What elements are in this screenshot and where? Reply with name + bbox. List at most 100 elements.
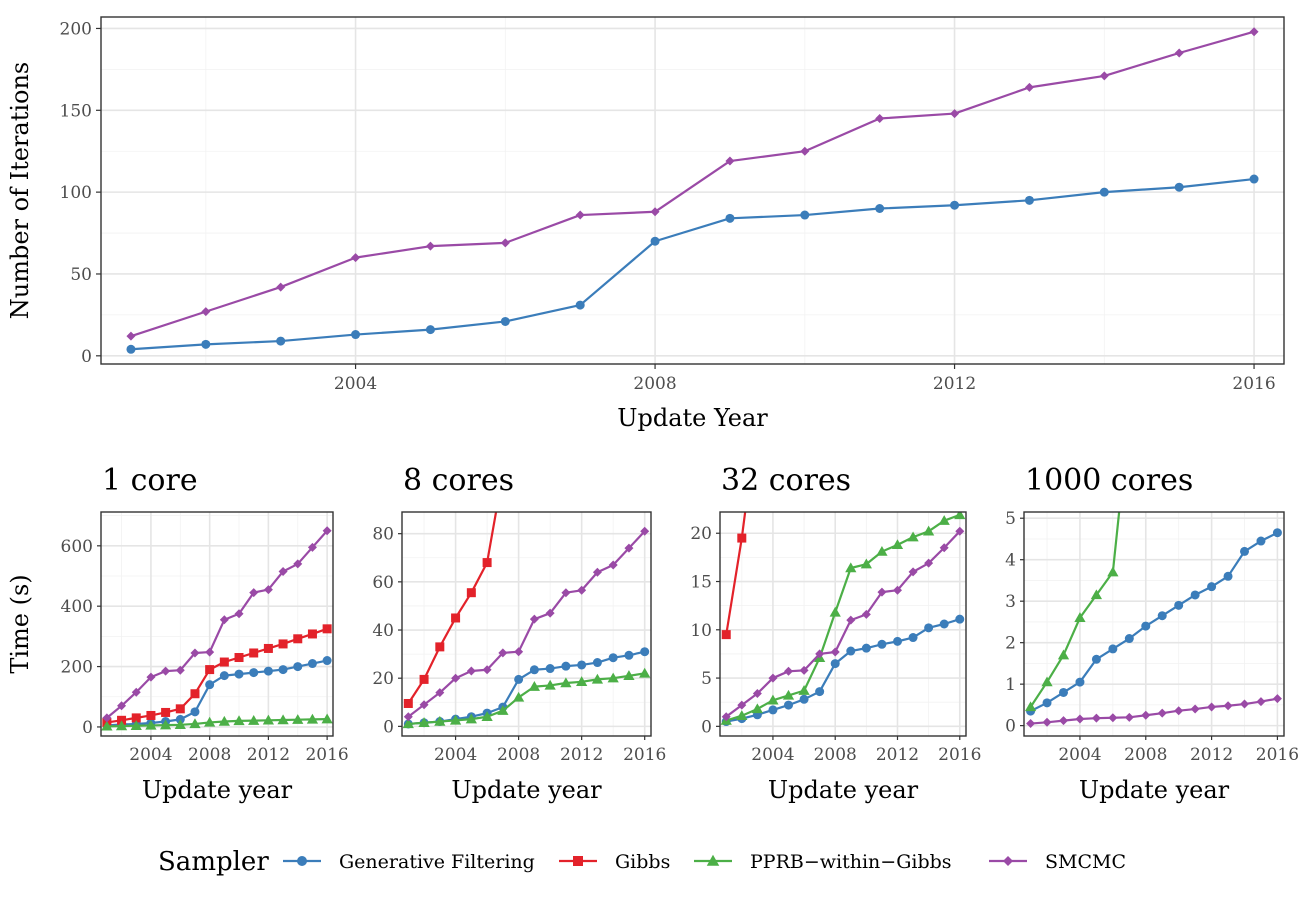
- data-point-smcmc: [877, 587, 887, 597]
- data-point-generative-filtering: [1256, 536, 1266, 546]
- grid: [101, 17, 1284, 364]
- legend-key-marker: [297, 856, 307, 866]
- data-point-generative-filtering: [293, 662, 303, 672]
- data-point-generative-filtering: [830, 659, 840, 669]
- data-point-gibbs: [146, 710, 156, 720]
- data-point-generative-filtering: [768, 705, 778, 715]
- data-point-smcmc: [514, 647, 524, 657]
- x-tick-label: 2004: [129, 745, 172, 765]
- data-point-pprb-within-gibbs: [402, 718, 414, 729]
- data-point-pprb-within-gibbs: [560, 677, 572, 688]
- data-point-smcmc: [249, 588, 259, 598]
- series-smcmc: [403, 526, 650, 722]
- y-tick-label: 0: [81, 347, 92, 367]
- data-point-gibbs: [466, 588, 476, 598]
- data-point-pprb-within-gibbs: [159, 719, 172, 730]
- series-smcmc: [1026, 694, 1282, 729]
- x-tick-label: 2008: [814, 745, 857, 765]
- legend-label: Gibbs: [615, 851, 670, 873]
- data-point-pprb-within-gibbs: [782, 689, 795, 700]
- legend-label: PPRB−within−Gibbs: [750, 851, 952, 873]
- data-point-smcmc: [482, 665, 492, 675]
- data-point-smcmc: [419, 700, 429, 710]
- series-gibbs: [102, 624, 332, 727]
- data-point-smcmc: [545, 608, 555, 618]
- series-smcmc: [126, 27, 1259, 341]
- legend-key-marker: [573, 856, 583, 866]
- data-point-pprb-within-gibbs: [544, 679, 556, 690]
- y-tick-label: 10: [690, 621, 712, 641]
- data-point-smcmc: [276, 282, 286, 292]
- x-tick-label: 2004: [751, 745, 794, 765]
- panel-title: 1 core: [102, 463, 198, 498]
- data-point-generative-filtering: [892, 636, 902, 646]
- data-point-generative-filtering: [425, 325, 435, 335]
- data-point-smcmc: [466, 666, 476, 676]
- x-axis-title: Update year: [451, 776, 602, 804]
- data-point-smcmc: [1026, 719, 1036, 729]
- data-point-smcmc: [403, 712, 413, 722]
- panel-border: [100, 16, 1285, 365]
- data-point-pprb-within-gibbs: [829, 606, 841, 617]
- x-tick-label: 2008: [633, 374, 676, 394]
- y-tick-label: 600: [61, 537, 93, 557]
- data-point-generative-filtering: [608, 653, 618, 663]
- y-tick-label: 0: [701, 717, 712, 737]
- data-point-pprb-within-gibbs: [528, 680, 541, 691]
- series-line-smcmc: [130, 30, 1255, 338]
- data-point-generative-filtering: [877, 639, 887, 649]
- data-point-gibbs: [293, 634, 303, 644]
- data-point-gibbs: [737, 533, 747, 543]
- series-line-smcmc: [407, 530, 646, 718]
- data-point-pprb-within-gibbs: [860, 558, 872, 569]
- data-point-pprb-within-gibbs: [767, 694, 779, 705]
- y-tick-label: 80: [372, 525, 394, 545]
- data-point-smcmc: [126, 331, 136, 341]
- data-point-gibbs: [403, 698, 413, 708]
- series-generative-filtering: [126, 174, 1259, 354]
- panel-1-core: 2004 2008 2012 2016 0 200 400 600 Update year Tim…: [6, 463, 349, 804]
- data-point-smcmc: [725, 156, 735, 166]
- panel-border: [100, 511, 334, 737]
- data-point-generative-filtering: [307, 659, 317, 669]
- y-tick-label: 4: [1005, 551, 1016, 571]
- series-generative-filtering: [721, 614, 965, 727]
- data-point-generative-filtering: [924, 623, 934, 633]
- data-point-generative-filtering: [640, 647, 650, 657]
- data-point-generative-filtering: [575, 300, 585, 310]
- panel-border: [719, 511, 967, 737]
- legend-item-gibbs: Gibbs: [559, 851, 670, 873]
- legend-item-smcmc: SMCMC: [989, 851, 1126, 873]
- y-axis-title: Number of Iterations: [6, 62, 34, 320]
- y-tick-label: 150: [60, 101, 92, 121]
- series-line-smcmc: [725, 530, 961, 718]
- data-point-generative-filtering: [1141, 621, 1151, 631]
- plot-background: [101, 17, 1284, 364]
- legend-key-marker: [706, 854, 720, 866]
- legend-label: SMCMC: [1045, 851, 1126, 873]
- data-point-generative-filtering: [1108, 644, 1118, 654]
- data-point-pprb-within-gibbs: [954, 512, 966, 520]
- data-point-smcmc: [205, 647, 215, 657]
- data-point-smcmc: [498, 648, 508, 658]
- data-point-pprb-within-gibbs: [798, 684, 810, 695]
- legend-title: Sampler: [158, 847, 269, 877]
- data-point-generative-filtering: [650, 236, 660, 246]
- data-point-smcmc: [830, 647, 840, 657]
- data-point-pprb-within-gibbs: [434, 715, 446, 726]
- data-point-generative-filtering: [234, 669, 244, 679]
- data-point-gibbs: [307, 629, 317, 639]
- panel-1000-cores: 2004 2008 2012 2016 0 1 2 3 4 5 Update year 1000 co…: [1005, 463, 1299, 804]
- series-pprb-within-gibbs: [1024, 512, 1121, 712]
- data-point-smcmc: [737, 700, 747, 710]
- panel-title: 32 cores: [721, 463, 851, 498]
- data-point-smcmc: [892, 585, 902, 595]
- data-point-generative-filtering: [278, 665, 288, 675]
- data-point-generative-filtering: [800, 210, 810, 220]
- x-tick-label: 2016: [1232, 374, 1275, 394]
- data-point-pprb-within-gibbs: [465, 713, 477, 724]
- data-point-pprb-within-gibbs: [1041, 676, 1053, 687]
- data-point-smcmc: [924, 558, 934, 568]
- data-point-pprb-within-gibbs: [639, 667, 651, 678]
- data-point-gibbs: [419, 674, 429, 684]
